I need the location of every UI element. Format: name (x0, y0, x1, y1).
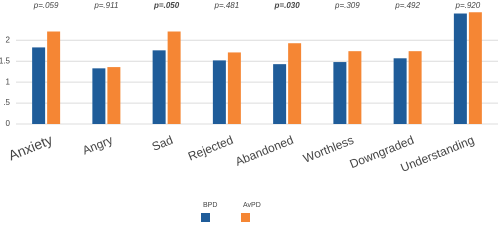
chart: 0 .5 1 1.5 2 p=.059 Anxiety p=.911 Angry p=.050 Sa… (0, 1, 498, 222)
x-tick-label: Abandoned (233, 133, 295, 169)
p-value: p=.309 (334, 1, 360, 10)
bar (152, 50, 166, 124)
p-value: p=.920 (455, 1, 481, 10)
bar (393, 58, 407, 125)
legend-swatch (241, 213, 250, 222)
bar (47, 31, 61, 124)
bar (453, 13, 467, 125)
bar (333, 62, 347, 124)
bar (408, 51, 422, 124)
p-value: p=.481 (214, 1, 240, 10)
y-tick-label: 0 (6, 119, 11, 128)
bar (107, 67, 121, 124)
bar (167, 31, 181, 124)
y-tick-label: 2 (6, 35, 11, 44)
y-tick-label: .5 (3, 98, 10, 107)
y-tick-label: 1.5 (0, 56, 11, 65)
bar (227, 52, 241, 124)
y-tick-label: 1 (6, 77, 11, 86)
bar (348, 51, 362, 124)
bar (273, 64, 287, 124)
legend-label: BPD (203, 202, 217, 209)
x-tick-label: Rejected (186, 133, 235, 164)
p-value: p=.050 (153, 1, 180, 10)
p-value: p=.059 (33, 1, 59, 10)
x-tick-label: Worthless (301, 133, 356, 166)
legend-label: AvPD (243, 202, 261, 209)
legend-swatch (201, 213, 210, 222)
p-value: p=.030 (274, 1, 301, 10)
bar (288, 43, 302, 125)
p-value: p=.911 (93, 1, 118, 10)
bar (92, 68, 106, 124)
p-value: p=.492 (394, 1, 420, 10)
bar (468, 12, 482, 125)
x-tick-label: Angry (80, 133, 114, 158)
x-tick-label: Sad (150, 133, 175, 154)
x-tick-label: Anxiety (6, 131, 55, 163)
bar (212, 60, 226, 124)
bar (32, 47, 46, 124)
